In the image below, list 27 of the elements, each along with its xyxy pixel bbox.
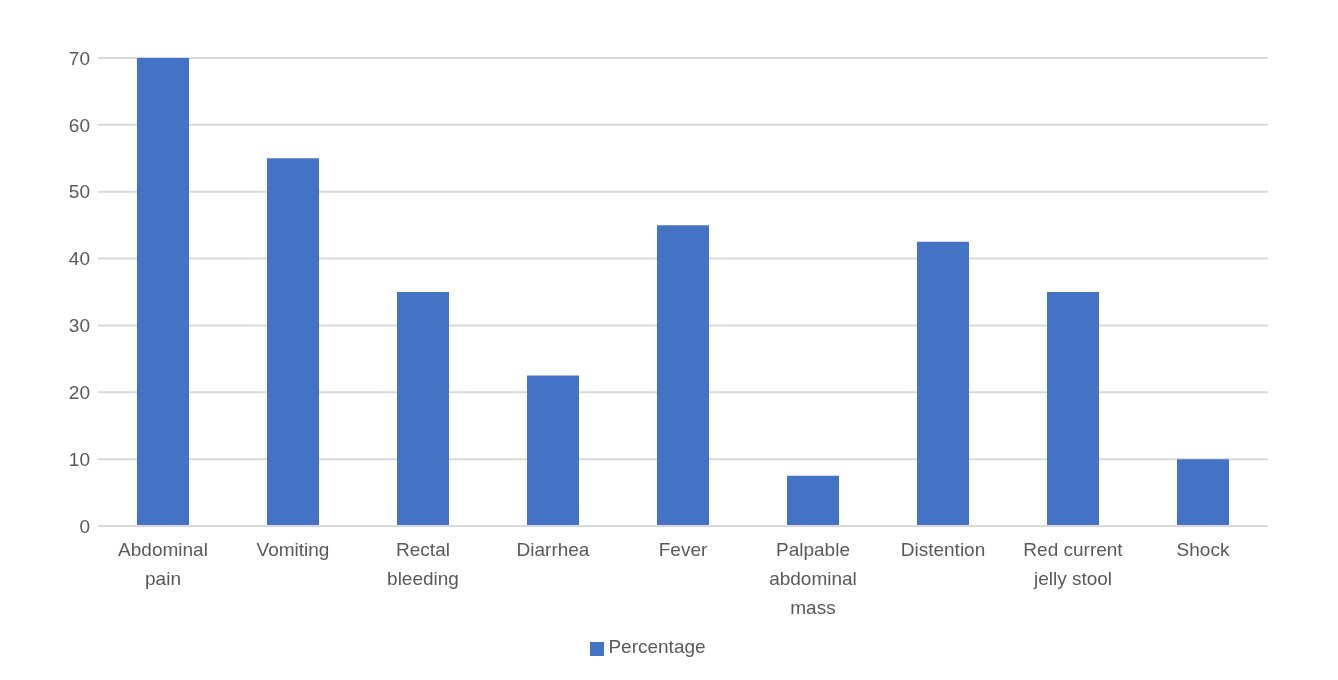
bar (917, 241, 969, 526)
x-tick-label: Fever (658, 539, 708, 560)
bar (527, 375, 579, 526)
y-tick-label: 0 (79, 515, 90, 537)
y-tick-label: 70 (68, 47, 90, 69)
x-tick-label: Shock (1176, 539, 1230, 560)
x-tick-label: Abdominal pain (118, 539, 208, 589)
bar (1047, 292, 1099, 526)
x-tick-label: Rectal bleeding (387, 539, 459, 589)
bar (657, 225, 709, 526)
x-tick-label: Palpable abdominal mass (769, 539, 857, 618)
bar (397, 292, 449, 526)
y-tick-label: 10 (68, 448, 90, 470)
bar (787, 475, 839, 526)
x-tick-label: Red current jelly stool (1023, 539, 1124, 589)
x-tick-label: Diarrhea (516, 539, 590, 560)
y-tick-label: 60 (68, 114, 90, 136)
bar (137, 58, 189, 526)
bar (1177, 459, 1229, 526)
y-tick-label: 40 (68, 248, 90, 270)
x-tick-label: Distention (900, 539, 986, 560)
y-tick-label: 50 (68, 181, 90, 203)
legend-label: Percentage (608, 636, 706, 657)
bar (267, 158, 319, 526)
x-tick-label: Vomiting (256, 539, 330, 560)
y-tick-label: 20 (68, 382, 90, 404)
y-tick-label: 30 (68, 315, 90, 337)
